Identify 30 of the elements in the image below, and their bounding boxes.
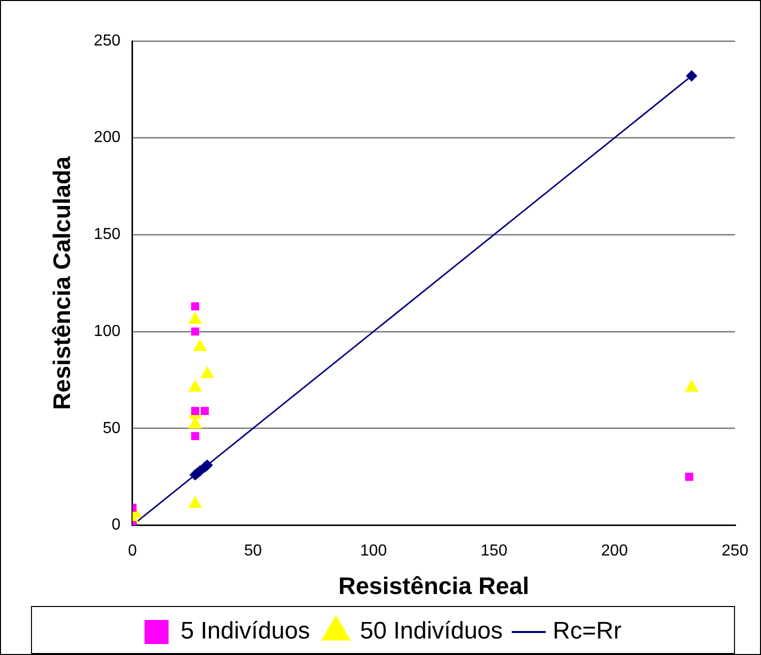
x-axis-title: Resistência Real	[338, 573, 530, 600]
point	[193, 340, 207, 352]
point	[191, 432, 200, 440]
point	[188, 380, 202, 392]
x-tick-label: 200	[601, 542, 628, 560]
point	[188, 496, 202, 508]
point	[191, 327, 200, 336]
x-tick-label: 50	[244, 542, 262, 560]
point	[685, 380, 698, 392]
x-tick-label: 250	[722, 542, 748, 560]
point	[685, 472, 694, 481]
y-tick-label: 250	[94, 32, 121, 50]
point	[200, 366, 214, 378]
y-tick-label: 200	[94, 129, 121, 146]
y-tick-label: 150	[94, 226, 121, 244]
legend-label: 5 Indivíduos	[180, 618, 310, 645]
y-tick-label: 100	[94, 322, 121, 340]
point	[200, 406, 209, 415]
point	[191, 302, 200, 310]
legend-label: Rc=Rr	[552, 618, 622, 645]
point	[188, 416, 202, 428]
y-axis-title: Resistência Calculada	[49, 156, 76, 410]
x-tick-label: 0	[128, 542, 138, 560]
point	[686, 70, 698, 82]
y-tick-label: 50	[102, 420, 121, 437]
x-tick-label: 100	[360, 542, 387, 560]
legend-label: 50 Indivíduos	[360, 618, 503, 645]
y-tick-label: 0	[112, 516, 121, 534]
x-tick-label: 150	[480, 542, 508, 560]
point	[188, 312, 202, 324]
